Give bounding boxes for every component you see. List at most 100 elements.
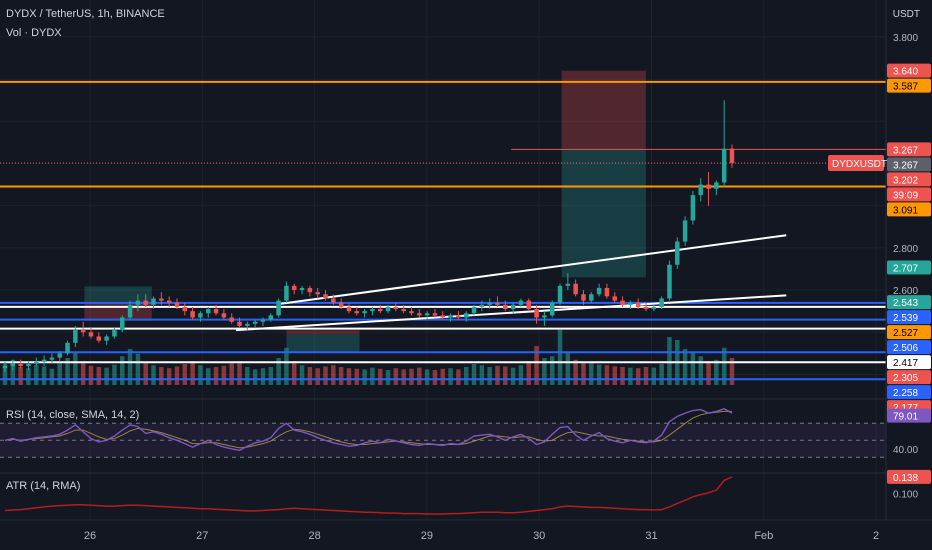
price-label-bg	[887, 187, 931, 202]
candle-body	[362, 311, 367, 314]
price-tick: 2.800	[893, 244, 918, 255]
candle-body	[245, 323, 250, 326]
rsi-tick: 40.00	[893, 445, 918, 456]
volume-bar	[143, 362, 148, 385]
price-label: 2.177	[893, 403, 918, 414]
candle-body	[307, 287, 313, 293]
volume-bar	[596, 364, 602, 385]
time-tick: 27	[196, 530, 208, 542]
volume-bar	[440, 368, 446, 385]
price-tick: 2.600	[893, 286, 918, 297]
candle-body	[510, 304, 516, 310]
time-tick: 31	[645, 530, 657, 542]
volume-bar	[690, 352, 696, 385]
candle-body	[620, 300, 625, 305]
position-stop-zone	[561, 70, 646, 149]
volume-bar	[526, 361, 532, 385]
candle-body	[166, 300, 172, 303]
candle-body	[596, 287, 602, 295]
volume-bar	[612, 366, 617, 385]
candle-body	[456, 315, 461, 318]
candle-body	[120, 317, 125, 331]
candle-body	[440, 315, 446, 318]
candle-body	[424, 313, 430, 316]
candle-body	[299, 287, 305, 291]
volume-bar	[682, 349, 688, 385]
time-tick: 2	[873, 530, 879, 542]
rsi-value-bg	[887, 408, 931, 423]
rsi-line	[4, 408, 733, 452]
volume-bar	[432, 370, 438, 385]
volume-bar	[393, 368, 399, 385]
candle-body	[331, 298, 336, 303]
candle-body	[659, 298, 664, 307]
volume-bar	[706, 361, 711, 385]
price-label-bg	[887, 157, 931, 172]
volume-bar	[518, 365, 524, 385]
candle-body	[589, 294, 594, 301]
candle-body	[729, 148, 735, 164]
price-label-bg	[887, 355, 931, 370]
candle-body	[565, 283, 571, 286]
volume-bar	[331, 365, 336, 385]
volume-bar	[635, 368, 641, 385]
volume-bar	[471, 364, 477, 385]
candle-body	[487, 302, 492, 305]
price-label-bg	[887, 63, 931, 78]
volume-bar	[714, 359, 719, 385]
volume-bar	[120, 356, 125, 385]
price-tick: 3.800	[893, 33, 918, 44]
candle-body	[534, 309, 539, 318]
volume-bar	[346, 368, 352, 385]
time-tick: 26	[84, 530, 96, 542]
atr-value: 0.138	[893, 473, 918, 484]
price-label: 2.417	[893, 358, 918, 369]
volume-bar	[354, 368, 360, 385]
atr-line	[4, 476, 733, 515]
volume-bar	[456, 369, 461, 385]
volume-bar	[667, 337, 672, 385]
candle-body	[268, 315, 274, 320]
time-tick: Feb	[754, 530, 773, 542]
trendline	[235, 294, 787, 332]
rsi-value: 79.01	[893, 412, 918, 423]
candle-body	[221, 313, 227, 318]
atr-legend: ATR (14, RMA)	[6, 480, 81, 492]
volume-bar	[96, 367, 102, 385]
price-label-bg	[887, 295, 931, 310]
volume-bar	[276, 358, 281, 385]
volume-bar	[18, 367, 23, 385]
candle-body	[252, 321, 258, 324]
candle-body	[315, 292, 320, 295]
volume-bar	[628, 367, 633, 385]
candle-body	[690, 195, 696, 221]
candle-body	[635, 302, 641, 307]
candle-body	[432, 313, 438, 316]
price-label: 3.267	[893, 160, 918, 171]
position-target-zone	[561, 148, 646, 278]
price-label: 2.527	[893, 328, 918, 339]
volume-bar	[2, 364, 8, 385]
candle-body	[323, 294, 328, 299]
volume-bar	[135, 353, 141, 385]
volume-bar	[315, 368, 320, 385]
volume-bar	[721, 347, 727, 385]
volume-bar	[65, 358, 70, 385]
volume-bar	[377, 368, 383, 385]
time-tick: 30	[533, 530, 545, 542]
price-label-bg	[887, 202, 931, 217]
volume-bar	[49, 368, 55, 385]
symbol-tag: DYDXUSDT	[832, 159, 887, 170]
volume-bar	[370, 367, 375, 385]
volume-bar	[268, 367, 274, 385]
volume-legend: Vol · DYDX	[6, 27, 62, 39]
candle-body	[182, 306, 188, 312]
candle-body	[18, 363, 23, 367]
volume-bar	[542, 358, 547, 385]
price-label: 2.539	[893, 313, 918, 324]
rsi-ma-line	[4, 410, 732, 449]
candle-body	[151, 298, 156, 305]
candle-body	[34, 361, 39, 364]
